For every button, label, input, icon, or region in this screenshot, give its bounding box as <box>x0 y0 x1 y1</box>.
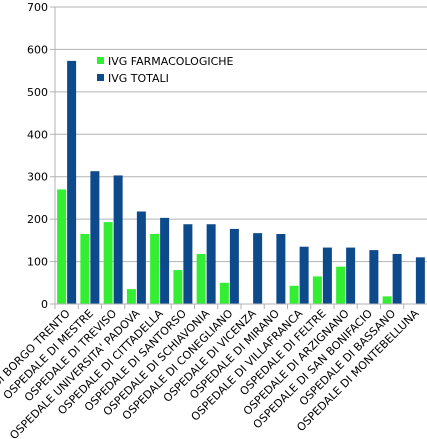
bar <box>336 266 346 304</box>
bar <box>150 233 160 304</box>
y-tick-label: 0 <box>41 298 48 311</box>
y-tick-label: 500 <box>27 86 48 99</box>
legend-swatch-farmacologiche <box>97 57 104 64</box>
bar <box>219 282 229 304</box>
legend-label-farmacologiche: IVG FARMACOLOGICHE <box>108 55 234 68</box>
bar <box>369 250 379 304</box>
bar <box>415 257 425 304</box>
bar <box>299 246 309 304</box>
bar <box>276 233 286 304</box>
bar <box>113 175 123 304</box>
bar <box>196 253 206 304</box>
bar <box>57 189 67 304</box>
bar <box>183 224 193 304</box>
y-tick-label: 400 <box>27 128 48 141</box>
bar <box>312 276 322 304</box>
bar <box>90 171 100 304</box>
bar <box>253 233 263 304</box>
bar <box>103 222 113 304</box>
bars <box>57 60 425 305</box>
legend: IVG FARMACOLOGICHE IVG TOTALI <box>97 55 234 85</box>
bar <box>206 224 216 304</box>
bar <box>136 211 146 304</box>
bar <box>160 217 170 304</box>
y-tick-label: 700 <box>27 1 48 14</box>
legend-swatch-totali <box>97 74 104 81</box>
y-tick-label: 300 <box>27 171 48 184</box>
bar <box>229 228 239 304</box>
bar <box>289 285 299 304</box>
bar <box>322 247 332 304</box>
bar <box>392 253 402 304</box>
y-tick-label: 200 <box>27 213 48 226</box>
y-tick-label: 100 <box>27 256 48 269</box>
legend-label-totali: IVG TOTALI <box>108 72 169 85</box>
bar <box>80 233 90 304</box>
bar <box>382 296 392 304</box>
bar <box>346 247 356 304</box>
bar <box>67 60 77 305</box>
y-axis: 0 100 200 300 400 500 600 700 <box>27 1 56 311</box>
bar <box>126 289 136 304</box>
y-tick-label: 600 <box>27 43 48 56</box>
bar <box>173 270 183 304</box>
